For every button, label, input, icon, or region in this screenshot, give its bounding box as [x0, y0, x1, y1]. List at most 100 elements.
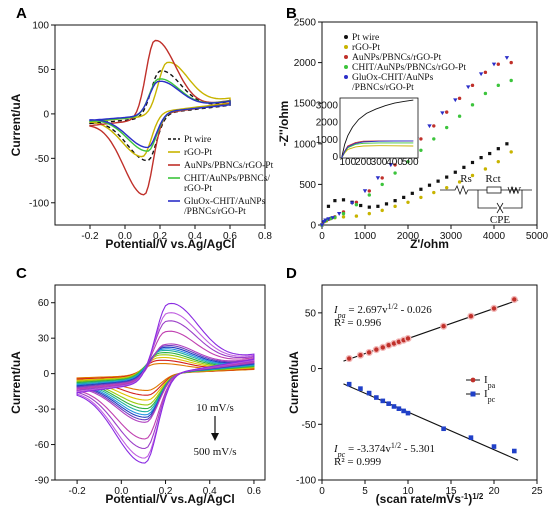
panel-b-circuit-rct: Rct	[485, 173, 500, 185]
panel-d-fit-line-1	[343, 383, 519, 461]
panel-b-ytick-label: 2500	[294, 18, 317, 29]
panel-b-point	[419, 195, 423, 200]
panel-c-xtick-label: 0.6	[247, 486, 261, 497]
panel-a-legend-label: CHIT/AuNPs/PBNCs/	[184, 174, 270, 184]
panel-b-point	[406, 159, 410, 164]
panel-d-ytick-label: 50	[305, 308, 317, 319]
panel-d-point-ipc	[491, 444, 497, 449]
panel-d-point-ipa	[441, 324, 446, 329]
panel-b-circuit-cpe: CPE	[490, 214, 510, 226]
panel-b-point	[488, 151, 492, 156]
panel-d-point-ipc	[358, 386, 363, 391]
panel-b: B0 1000 2000 3000 4000 5000050010001500200025…	[277, 5, 549, 251]
panel-b-point	[478, 72, 484, 77]
panel-d-point-ipc	[380, 398, 386, 404]
panel-d-xlabel-sup: -1	[461, 492, 469, 501]
panel-b-legend-marker	[344, 75, 348, 79]
panel-b-circuit-rs: Rs	[460, 173, 472, 185]
panel-b-circuit-wlabel: W	[511, 185, 522, 197]
panel-b-letter: B	[286, 5, 297, 22]
panel-c-cv-curve-12	[76, 312, 255, 459]
panel-d-fit-line-0	[343, 299, 519, 362]
panel-c-xlabel: Potential/V vs.Ag/AgCl	[105, 492, 234, 506]
eq-sup: 1/2	[388, 302, 398, 311]
panel-c-ytick-label: 60	[38, 298, 50, 309]
panel-b-inset-xtick: 200	[355, 157, 372, 168]
panel-c-cv-curve-5	[76, 349, 255, 413]
panel-d-ylabel: Current/uA	[287, 351, 301, 414]
panel-d-r2-pc: R² = 0.999	[334, 456, 382, 468]
panel-b-legend-marker	[344, 45, 348, 49]
panel-b-point	[457, 180, 462, 184]
panel-b-point	[367, 193, 371, 197]
panel-b-point	[333, 199, 337, 203]
panel-c-ylabel: Current/uA	[9, 351, 23, 414]
panel-b-point	[496, 159, 500, 164]
legend-base: I	[484, 374, 488, 386]
panel-a-legend-label: rGO-Pt	[184, 148, 212, 158]
panel-d-legend-label: Ipc	[484, 388, 496, 404]
panel-b-inset-curve-4	[341, 140, 414, 159]
panel-b-point	[509, 60, 513, 65]
panel-b-point	[462, 165, 466, 169]
panel-b-point	[505, 142, 509, 146]
panel-c-cv-curve-4	[76, 352, 255, 410]
panel-b-ytick-label: 2000	[294, 58, 317, 69]
panel-a-legend-label: /PBNCs/rGO-Pt	[184, 207, 246, 217]
panel-b-point	[436, 179, 440, 183]
panel-b-ytick-label: 500	[299, 180, 316, 191]
panel-d-point-ipa	[468, 314, 474, 319]
panel-b-point	[491, 62, 497, 67]
panel-c-cv-curve-7	[76, 346, 255, 418]
panel-b-circuit-w	[507, 185, 517, 195]
panel-d-xlabel-part: )	[468, 492, 472, 506]
legend-base: I	[484, 388, 488, 400]
panel-d-point-ipa	[366, 350, 372, 355]
panel-c-ytick-label: 30	[38, 334, 50, 345]
panel-c-ytick-label: -90	[35, 476, 50, 487]
panel-b-xtick-label: 3000	[440, 231, 463, 242]
panel-a-xtick-label: 0.2	[153, 231, 167, 242]
panel-d-xtick-label: 25	[531, 486, 543, 497]
eq-sup: 1/2	[391, 441, 401, 450]
panel-b-inset-curve-1	[341, 145, 414, 159]
panel-b-point	[349, 201, 355, 206]
panel-a: A -0.2 0.0 0.2 0.4 0.6 0.8 -100 -50 0 50 100 Potenti…	[9, 5, 274, 251]
panel-b-legend-label: Pt wire	[352, 33, 379, 43]
eq-sub: pa	[337, 311, 346, 320]
panel-b-point	[362, 189, 368, 194]
panel-a-xtick-label: 0.4	[188, 231, 202, 242]
panel-c-xtick-label: 0.4	[203, 486, 217, 497]
panel-c: C -0.2 0.0 0.2 0.4 0.6 -90 -60 -30 0 30 60 Potential…	[9, 265, 266, 506]
panel-b-inset-xtick: 500	[402, 157, 419, 168]
panel-b-point	[330, 216, 335, 220]
panel-d-point-ipc	[386, 401, 391, 406]
panel-b-point	[419, 148, 423, 152]
panel-b-inset-ytick: 3000	[316, 101, 339, 112]
panel-c-cv-curve-6	[76, 348, 255, 416]
panel-c-cv-curve-8	[76, 345, 255, 421]
panel-c-annotation-top: 10 mV/s	[196, 402, 234, 414]
eq-part: - 5.301	[401, 443, 435, 455]
panel-d-point-ipa	[380, 345, 386, 350]
panel-a-ytick-label: 0	[43, 109, 49, 120]
panel-d-point-ipc	[441, 426, 446, 432]
panel-d-point-ipa	[386, 342, 391, 348]
panel-c-cv-curve-13	[76, 302, 255, 464]
panel-b-xtick-label: 1000	[354, 231, 377, 242]
panel-b-point	[427, 124, 432, 129]
panel-b-point	[496, 62, 500, 66]
panel-b-ylabel: -Z''/ohm	[277, 101, 291, 147]
panel-d-point-ipc	[346, 381, 352, 387]
panel-d-r2-pa: R² = 0.996	[334, 317, 382, 329]
panel-b-point	[496, 147, 500, 151]
panel-a-ytick-label: -100	[29, 198, 49, 209]
panel-b-point	[337, 212, 342, 216]
panel-b-point	[380, 176, 384, 180]
panel-c-cv-curve-11	[76, 320, 255, 450]
panel-d-xtick-label: 10	[402, 486, 414, 497]
panel-b-point	[341, 198, 346, 202]
